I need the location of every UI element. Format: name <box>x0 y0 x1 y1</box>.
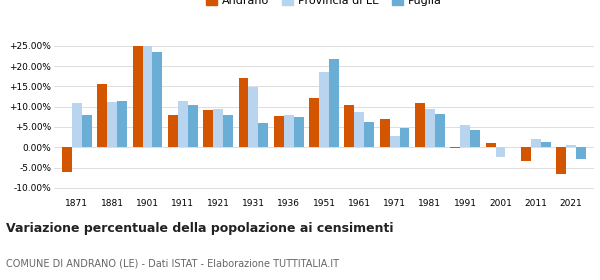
Bar <box>566 145 576 147</box>
Bar <box>143 46 152 147</box>
Bar <box>117 101 127 147</box>
Bar <box>344 105 355 147</box>
Bar <box>213 109 223 147</box>
Bar <box>485 143 496 147</box>
Bar <box>556 147 566 174</box>
Bar <box>496 147 505 157</box>
Bar <box>435 114 445 147</box>
Bar <box>319 72 329 147</box>
Bar <box>259 123 268 147</box>
Bar <box>248 87 259 147</box>
Bar <box>309 98 319 147</box>
Bar <box>203 110 213 147</box>
Bar <box>284 115 293 147</box>
Bar <box>293 117 304 147</box>
Bar <box>97 84 107 147</box>
Bar <box>355 111 364 147</box>
Bar <box>389 136 400 147</box>
Bar <box>380 119 389 147</box>
Bar <box>223 115 233 147</box>
Bar <box>62 147 72 172</box>
Bar <box>521 147 531 162</box>
Bar <box>178 101 188 147</box>
Bar <box>415 103 425 147</box>
Bar <box>460 125 470 147</box>
Bar <box>239 78 248 147</box>
Bar <box>274 116 284 147</box>
Text: Variazione percentuale della popolazione ai censimenti: Variazione percentuale della popolazione… <box>6 222 394 235</box>
Bar <box>72 103 82 147</box>
Bar <box>576 147 586 160</box>
Text: COMUNE DI ANDRANO (LE) - Dati ISTAT - Elaborazione TUTTITALIA.IT: COMUNE DI ANDRANO (LE) - Dati ISTAT - El… <box>6 258 339 268</box>
Bar <box>107 102 117 147</box>
Bar <box>400 128 409 147</box>
Bar <box>133 46 143 147</box>
Bar <box>168 115 178 147</box>
Bar <box>541 143 551 147</box>
Legend: Andrano, Provincia di LE, Puglia: Andrano, Provincia di LE, Puglia <box>202 0 446 10</box>
Bar <box>329 59 339 147</box>
Bar <box>470 130 480 147</box>
Bar <box>531 139 541 147</box>
Bar <box>152 52 163 147</box>
Bar <box>425 109 435 147</box>
Bar <box>451 147 460 148</box>
Bar <box>188 105 197 147</box>
Bar <box>82 115 92 147</box>
Bar <box>364 122 374 147</box>
